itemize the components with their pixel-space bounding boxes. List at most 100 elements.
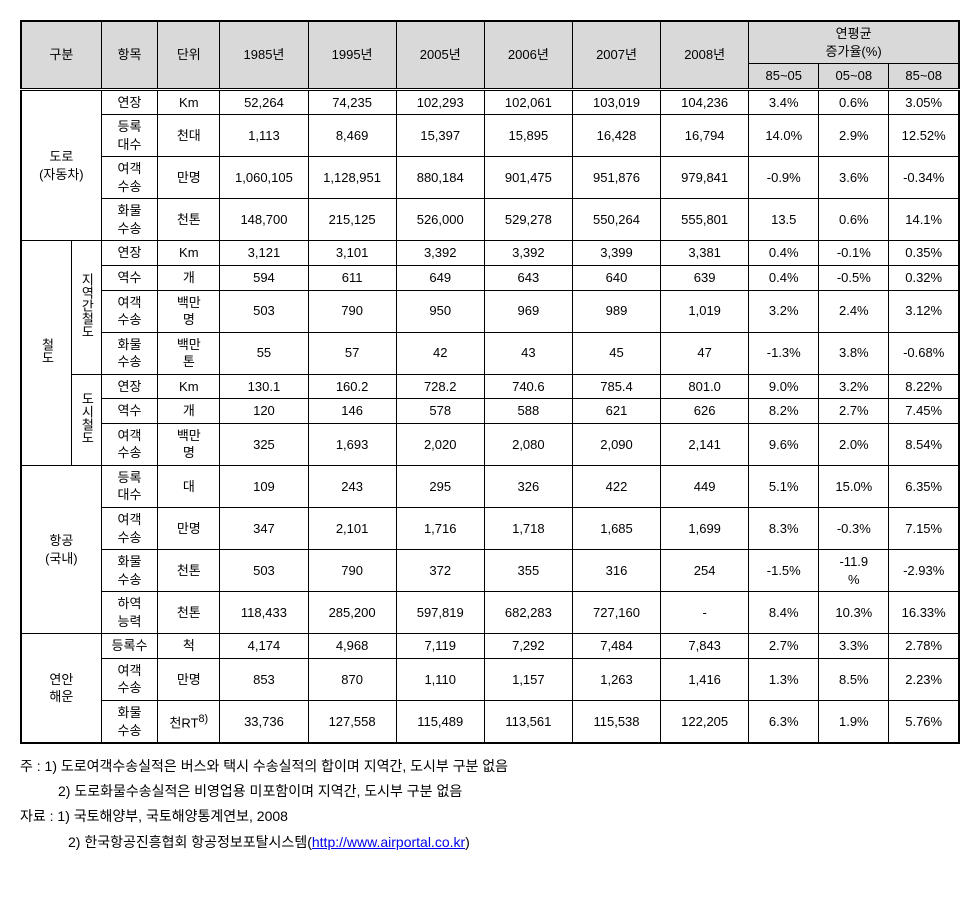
value-cell: 115,538 bbox=[572, 700, 660, 743]
rate-cell: 3.6% bbox=[819, 157, 889, 199]
value-cell: 529,278 bbox=[484, 199, 572, 241]
rate-cell: 0.4% bbox=[749, 241, 819, 266]
value-cell: 4,968 bbox=[308, 634, 396, 659]
value-cell: 160.2 bbox=[308, 374, 396, 399]
unit-cell: 천톤 bbox=[158, 199, 220, 241]
value-cell: 347 bbox=[220, 508, 308, 550]
rate-cell: 2.23% bbox=[889, 658, 959, 700]
value-cell: 594 bbox=[220, 266, 308, 291]
value-cell: 325 bbox=[220, 423, 308, 465]
value-cell: 626 bbox=[661, 399, 749, 424]
value-cell: 1,716 bbox=[396, 508, 484, 550]
hdr-year: 2007년 bbox=[572, 21, 660, 89]
rate-cell: -1.5% bbox=[749, 550, 819, 592]
rate-cell: 14.0% bbox=[749, 115, 819, 157]
rate-cell: -11.9% bbox=[819, 550, 889, 592]
value-cell: 115,489 bbox=[396, 700, 484, 743]
value-cell: 950 bbox=[396, 290, 484, 332]
item-cell: 화물수송 bbox=[101, 550, 158, 592]
item-cell: 여객수송 bbox=[101, 290, 158, 332]
table-row: 여객수송만명1,060,1051,128,951880,184901,47595… bbox=[21, 157, 959, 199]
unit-cell: 천톤 bbox=[158, 550, 220, 592]
rate-cell: -2.93% bbox=[889, 550, 959, 592]
rate-cell: -0.1% bbox=[819, 241, 889, 266]
source-link[interactable]: http://www.airportal.co.kr bbox=[312, 834, 465, 850]
hdr-rate-col: 85~08 bbox=[889, 64, 959, 90]
value-cell: 1,128,951 bbox=[308, 157, 396, 199]
item-cell: 등록수 bbox=[101, 634, 158, 659]
group-label: 도로(자동차) bbox=[21, 89, 101, 241]
value-cell: 285,200 bbox=[308, 592, 396, 634]
item-cell: 여객수송 bbox=[101, 658, 158, 700]
unit-cell: 개 bbox=[158, 266, 220, 291]
value-cell: 801.0 bbox=[661, 374, 749, 399]
value-cell: 526,000 bbox=[396, 199, 484, 241]
value-cell: 103,019 bbox=[572, 89, 660, 115]
source-text: 국토해양부, 국토해양통계연보, 2008 bbox=[74, 808, 288, 824]
table-row: 도시철도연장Km130.1160.2728.2740.6785.4801.09.… bbox=[21, 374, 959, 399]
rate-cell: 0.4% bbox=[749, 266, 819, 291]
value-cell: 1,060,105 bbox=[220, 157, 308, 199]
value-cell: 422 bbox=[572, 465, 660, 507]
rate-cell: 3.8% bbox=[819, 332, 889, 374]
value-cell: 969 bbox=[484, 290, 572, 332]
unit-cell: 만명 bbox=[158, 508, 220, 550]
unit-cell: 백만명 bbox=[158, 423, 220, 465]
rate-cell: 8.4% bbox=[749, 592, 819, 634]
hdr-rate-col: 05~08 bbox=[819, 64, 889, 90]
value-cell: 1,416 bbox=[661, 658, 749, 700]
table-row: 역수개1201465785886216268.2%2.7%7.45% bbox=[21, 399, 959, 424]
value-cell: 57 bbox=[308, 332, 396, 374]
value-cell: 122,205 bbox=[661, 700, 749, 743]
value-cell: 113,561 bbox=[484, 700, 572, 743]
table-row: 하역능력천톤118,433285,200597,819682,283727,16… bbox=[21, 592, 959, 634]
item-cell: 연장 bbox=[101, 89, 158, 115]
source-prefix: 자료 : 1) bbox=[20, 808, 74, 824]
item-cell: 연장 bbox=[101, 241, 158, 266]
rate-cell: 3.3% bbox=[819, 634, 889, 659]
value-cell: 4,174 bbox=[220, 634, 308, 659]
value-cell: 2,080 bbox=[484, 423, 572, 465]
item-cell: 하역능력 bbox=[101, 592, 158, 634]
value-cell: 8,469 bbox=[308, 115, 396, 157]
rate-cell: 3.05% bbox=[889, 89, 959, 115]
rate-cell: 7.45% bbox=[889, 399, 959, 424]
rate-cell: 12.52% bbox=[889, 115, 959, 157]
value-cell: 7,292 bbox=[484, 634, 572, 659]
unit-cell: 백만명 bbox=[158, 290, 220, 332]
note-prefix: 2) bbox=[58, 783, 74, 799]
unit-cell: Km bbox=[158, 241, 220, 266]
rate-cell: -0.9% bbox=[749, 157, 819, 199]
item-cell: 연장 bbox=[101, 374, 158, 399]
item-cell: 역수 bbox=[101, 399, 158, 424]
value-cell: 785.4 bbox=[572, 374, 660, 399]
value-cell: 3,392 bbox=[396, 241, 484, 266]
footnotes: 주 : 1) 도로여객수송실적은 버스와 택시 수송실적의 합이며 지역간, 도… bbox=[20, 754, 957, 855]
value-cell: 326 bbox=[484, 465, 572, 507]
value-cell: 550,264 bbox=[572, 199, 660, 241]
value-cell: 449 bbox=[661, 465, 749, 507]
unit-cell: Km bbox=[158, 89, 220, 115]
rate-cell: 3.4% bbox=[749, 89, 819, 115]
rate-cell: 5.76% bbox=[889, 700, 959, 743]
item-cell: 여객수송 bbox=[101, 423, 158, 465]
value-cell: 3,101 bbox=[308, 241, 396, 266]
value-cell: 7,484 bbox=[572, 634, 660, 659]
value-cell: 951,876 bbox=[572, 157, 660, 199]
note-line: 주 : 1) 도로여객수송실적은 버스와 택시 수송실적의 합이며 지역간, 도… bbox=[20, 754, 957, 779]
table-row: 여객수송백만명5037909509699891,0193.2%2.4%3.12% bbox=[21, 290, 959, 332]
value-cell: 880,184 bbox=[396, 157, 484, 199]
rate-cell: 6.3% bbox=[749, 700, 819, 743]
hdr-rate-col: 85~05 bbox=[749, 64, 819, 90]
rate-cell: 9.0% bbox=[749, 374, 819, 399]
rate-cell: 1.3% bbox=[749, 658, 819, 700]
item-cell: 화물수송 bbox=[101, 199, 158, 241]
rate-cell: -0.5% bbox=[819, 266, 889, 291]
unit-cell: 백만톤 bbox=[158, 332, 220, 374]
value-cell: 55 bbox=[220, 332, 308, 374]
value-cell: 588 bbox=[484, 399, 572, 424]
value-cell: 109 bbox=[220, 465, 308, 507]
value-cell: 3,121 bbox=[220, 241, 308, 266]
table-row: 화물수송백만톤555742434547-1.3%3.8%-0.68% bbox=[21, 332, 959, 374]
value-cell: 355 bbox=[484, 550, 572, 592]
